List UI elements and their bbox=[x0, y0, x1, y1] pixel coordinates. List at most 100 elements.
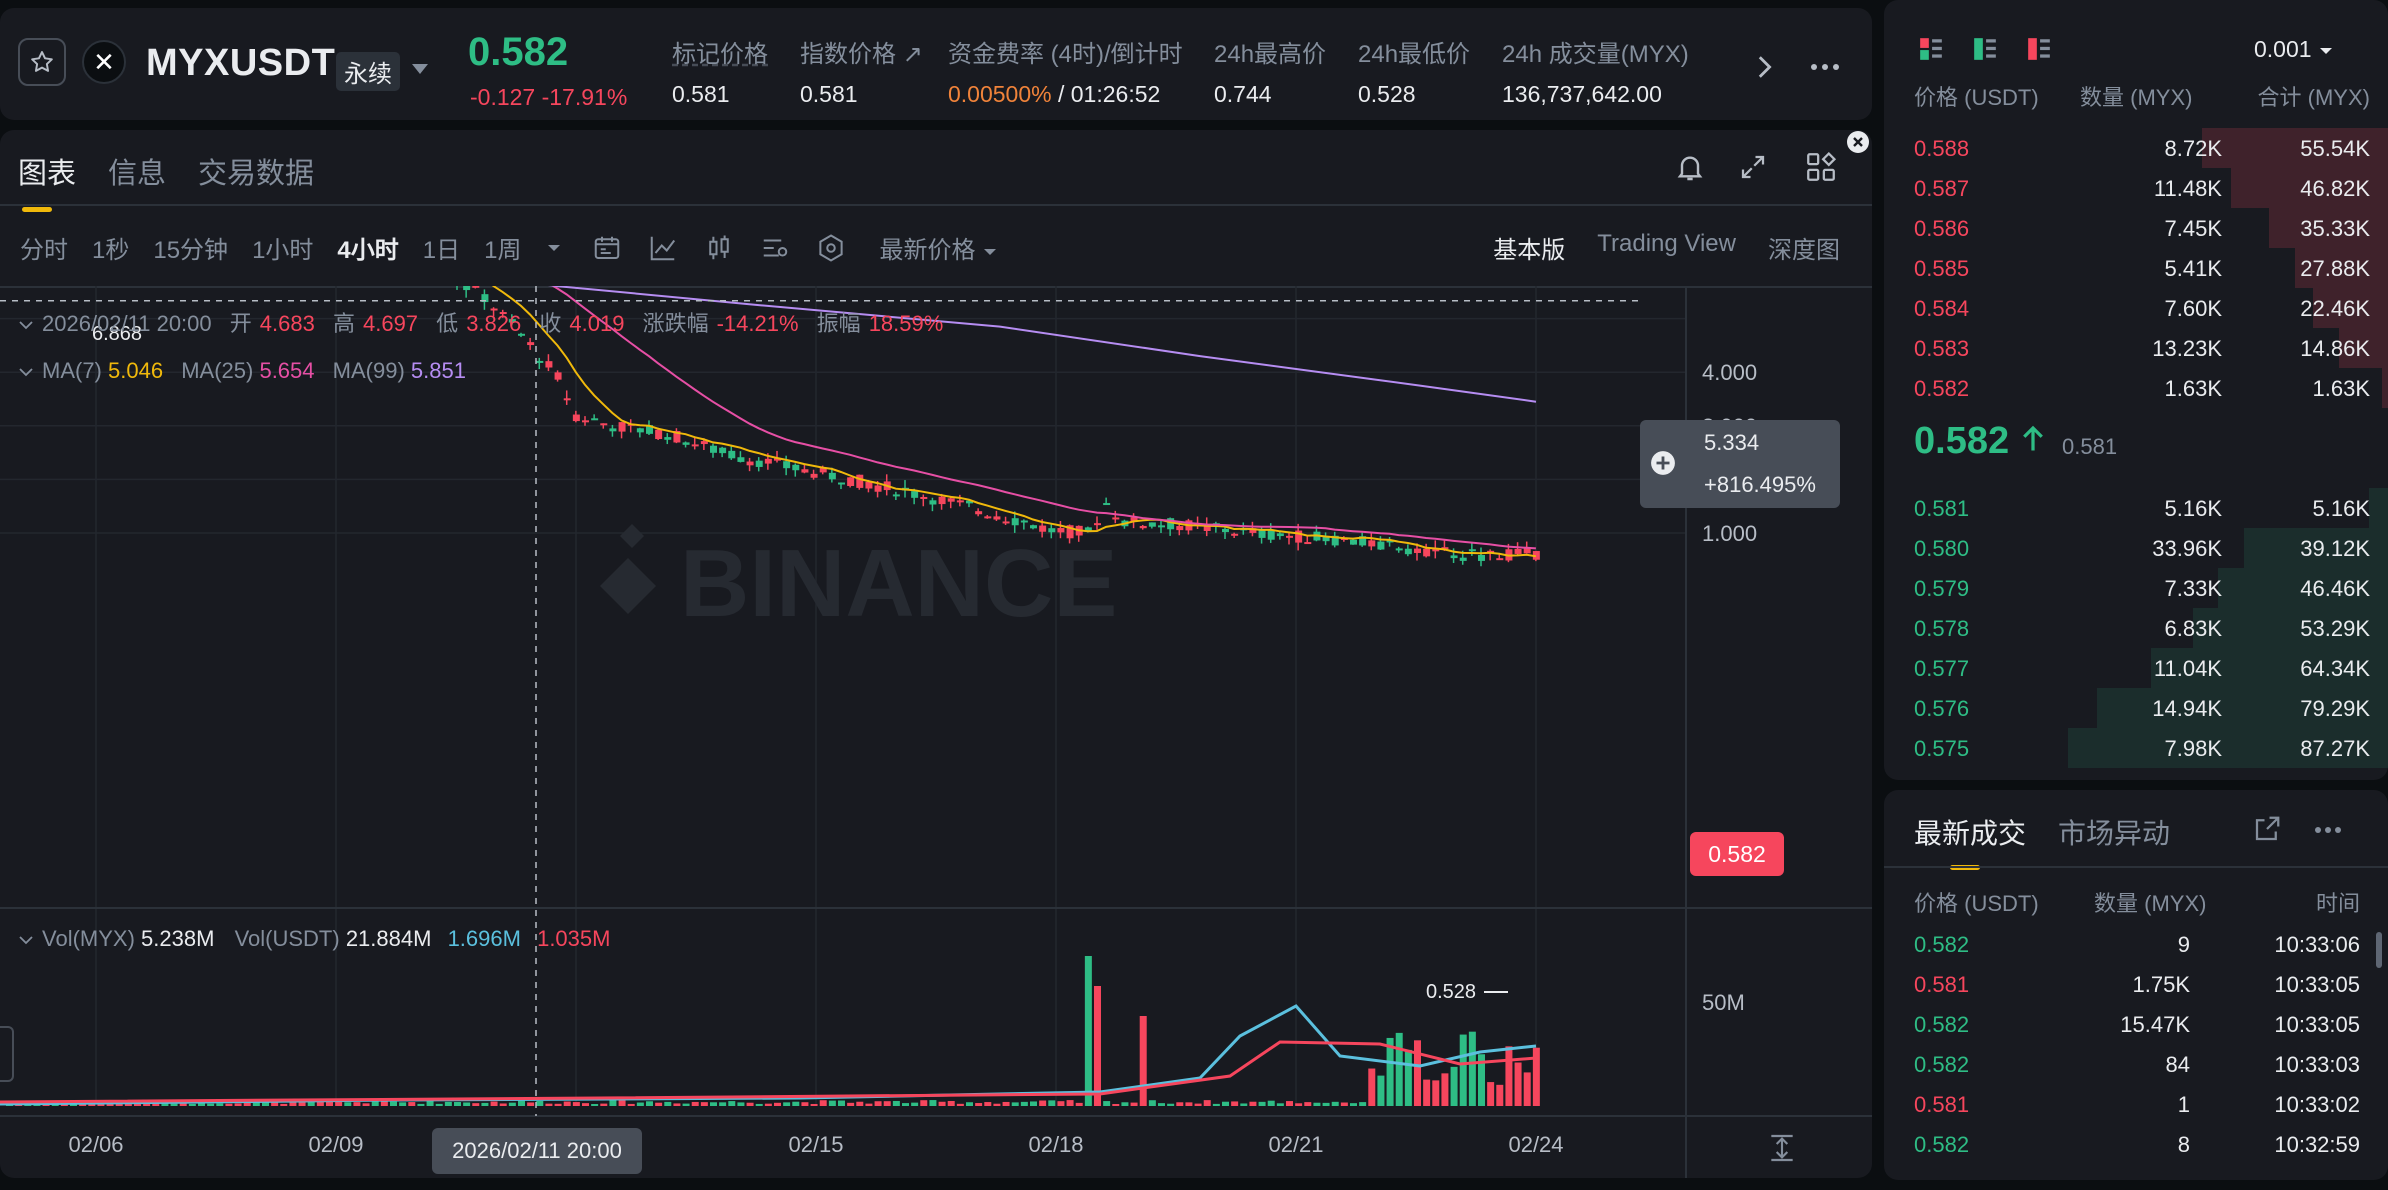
volume-bar bbox=[152, 1103, 160, 1106]
timeframe-line[interactable]: 分时 bbox=[20, 237, 68, 264]
volume-bar bbox=[1139, 1016, 1147, 1106]
candlestick-chart[interactable]: BINANCE 6.0004.0003.0002.0001.00002/0602… bbox=[0, 286, 1872, 1178]
more-icon[interactable] bbox=[2314, 826, 2342, 834]
y-tick-label: 4.000 bbox=[1702, 360, 1757, 385]
price-type-select[interactable]: 最新价格 bbox=[880, 230, 999, 265]
expand-icon[interactable] bbox=[1738, 152, 1768, 182]
trade-row[interactable]: 0.582 84 10:33:03 bbox=[1914, 1046, 2360, 1086]
collapse-chevron-icon[interactable] bbox=[18, 366, 34, 378]
bid-row[interactable]: 0.575 7.98K 87.27K bbox=[1914, 728, 2388, 768]
view-trading-view[interactable]: Trading View bbox=[1597, 230, 1736, 257]
ask-row[interactable]: 0.587 11.48K 46.82K bbox=[1914, 168, 2388, 208]
tab-latest-trades[interactable]: 最新成交 bbox=[1914, 812, 2026, 870]
chevron-right-icon[interactable] bbox=[1750, 52, 1778, 82]
tab-chart[interactable]: 图表 bbox=[18, 150, 76, 212]
ask-row[interactable]: 0.584 7.60K 22.46K bbox=[1914, 288, 2388, 328]
bid-total: 53.29K bbox=[2300, 616, 2370, 641]
collapse-chevron-icon[interactable] bbox=[18, 319, 34, 331]
more-icon[interactable] bbox=[1810, 62, 1840, 72]
candle-body bbox=[1231, 533, 1239, 536]
symbol-name[interactable]: MYXUSDT bbox=[146, 42, 336, 84]
layout-grid-icon[interactable] bbox=[1804, 150, 1838, 184]
volume-bar bbox=[390, 1101, 397, 1106]
candle-body bbox=[1331, 535, 1339, 546]
ask-row[interactable]: 0.586 7.45K 35.33K bbox=[1914, 208, 2388, 248]
volume-bar bbox=[1350, 1103, 1357, 1106]
trade-row[interactable]: 0.581 1 10:33:02 bbox=[1914, 1086, 2360, 1126]
candle-body bbox=[874, 485, 882, 492]
ask-row[interactable]: 0.583 13.23K 14.86K bbox=[1914, 328, 2388, 368]
ask-price: 0.583 bbox=[1914, 336, 1970, 361]
symbol-dropdown-chevron-icon[interactable] bbox=[412, 64, 428, 74]
trade-row[interactable]: 0.582 8 10:32:59 bbox=[1914, 1126, 2360, 1166]
ask-row[interactable]: 0.582 1.63K 1.63K bbox=[1914, 368, 2388, 408]
volume-bar bbox=[454, 1102, 461, 1106]
scale-height-icon[interactable] bbox=[1766, 1132, 1798, 1164]
tab-trading-data[interactable]: 交易数据 bbox=[198, 158, 315, 190]
timeframe-15m[interactable]: 15分钟 bbox=[153, 237, 229, 264]
high-mark-label: 6.868 bbox=[92, 323, 142, 345]
volume-bar bbox=[316, 1100, 324, 1106]
candle-body bbox=[1276, 533, 1284, 537]
left-panel-toggle[interactable] bbox=[0, 1026, 14, 1082]
timeframe-1s[interactable]: 1秒 bbox=[92, 237, 130, 264]
trade-price: 0.581 bbox=[1914, 972, 1970, 997]
precision-select[interactable]: 0.001 bbox=[2254, 36, 2334, 63]
volume-bar bbox=[1523, 1072, 1531, 1106]
book-mode-bids-icon[interactable] bbox=[1972, 36, 1998, 62]
vol-ma2-value: 1.035M bbox=[537, 926, 611, 951]
ma7-value: 5.046 bbox=[108, 358, 164, 383]
trade-row[interactable]: 0.582 15.47K 10:33:05 bbox=[1914, 1006, 2360, 1046]
close-icon[interactable] bbox=[1846, 130, 1870, 154]
timeframe-4h[interactable]: 4小时 bbox=[337, 237, 399, 264]
bid-row[interactable]: 0.578 6.83K 53.29K bbox=[1914, 608, 2388, 648]
trade-row[interactable]: 0.581 1.75K 10:33:05 bbox=[1914, 966, 2360, 1006]
ask-price: 0.584 bbox=[1914, 296, 1970, 321]
favorite-star-button[interactable] bbox=[18, 38, 66, 86]
timeframe-1w[interactable]: 1周 bbox=[484, 237, 522, 264]
ask-row[interactable]: 0.585 5.41K 27.88K bbox=[1914, 248, 2388, 288]
candle-body bbox=[1441, 547, 1449, 550]
bid-row[interactable]: 0.581 5.16K 5.16K bbox=[1914, 488, 2388, 528]
chart-settings-icon[interactable] bbox=[760, 233, 790, 263]
bid-row[interactable]: 0.580 33.96K 39.12K bbox=[1914, 528, 2388, 568]
ask-row[interactable]: 0.588 8.72K 55.54K bbox=[1914, 128, 2388, 168]
add-order-plus-icon[interactable] bbox=[1650, 450, 1676, 476]
collapse-chevron-icon[interactable] bbox=[18, 934, 34, 946]
timeframe-1d[interactable]: 1日 bbox=[422, 237, 461, 264]
timeframe-1h[interactable]: 1小时 bbox=[252, 237, 314, 264]
hexagon-settings-icon[interactable] bbox=[816, 233, 846, 263]
candle-body bbox=[801, 469, 809, 473]
bid-row[interactable]: 0.579 7.33K 46.46K bbox=[1914, 568, 2388, 608]
volume-bar bbox=[344, 1102, 352, 1106]
candle-body bbox=[865, 481, 873, 489]
book-mode-asks-icon[interactable] bbox=[2026, 36, 2052, 62]
indicator-icon[interactable] bbox=[648, 233, 678, 263]
popout-icon[interactable] bbox=[2252, 814, 2282, 844]
bid-total: 46.46K bbox=[2300, 576, 2370, 601]
stat-label[interactable]: 资金费率 (4时)/倒计时 bbox=[948, 41, 1183, 68]
ask-qty: 11.48K bbox=[2153, 176, 2222, 201]
trade-qty: 1.75K bbox=[2132, 972, 2191, 997]
volume-bar bbox=[554, 1103, 562, 1106]
volume-bar bbox=[1002, 1101, 1010, 1106]
bid-row[interactable]: 0.576 14.94K 79.29K bbox=[1914, 688, 2388, 728]
bid-row[interactable]: 0.577 11.04K 64.34K bbox=[1914, 648, 2388, 688]
candle-type-icon[interactable] bbox=[704, 233, 734, 263]
volume-bar bbox=[655, 1102, 663, 1106]
bell-icon[interactable] bbox=[1674, 150, 1706, 184]
volume-bar bbox=[207, 1103, 215, 1106]
timeframe-dropdown-icon[interactable] bbox=[546, 242, 562, 254]
view-basic[interactable]: 基本版 bbox=[1493, 237, 1566, 264]
tab-info[interactable]: 信息 bbox=[108, 158, 167, 190]
book-mode-both-icon[interactable] bbox=[1918, 36, 1944, 62]
view-depth[interactable]: 深度图 bbox=[1768, 237, 1840, 264]
stat-value: 0.744 bbox=[1214, 81, 1272, 107]
bid-price: 0.580 bbox=[1914, 536, 1970, 561]
stat-label[interactable]: 标记价格 bbox=[672, 41, 768, 68]
calendar-icon[interactable] bbox=[592, 233, 622, 263]
trade-row[interactable]: 0.582 9 10:33:06 bbox=[1914, 926, 2360, 966]
stat-label[interactable]: 指数价格 ↗ bbox=[800, 41, 923, 68]
tab-market-movers[interactable]: 市场异动 bbox=[2058, 818, 2171, 849]
trades-scrollbar[interactable] bbox=[2376, 932, 2382, 968]
